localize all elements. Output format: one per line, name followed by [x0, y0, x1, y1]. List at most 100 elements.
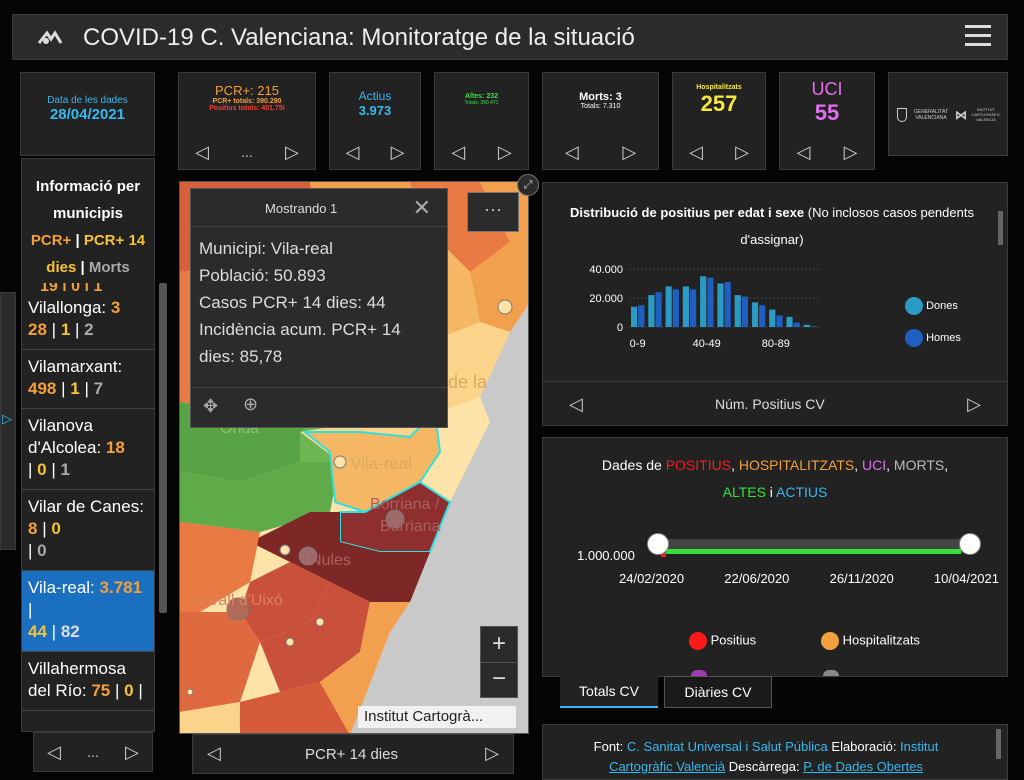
legend-swatch-uci-partial — [691, 670, 707, 676]
timeline-end-handle[interactable] — [959, 533, 981, 555]
timeline-positius: POSITIUS — [665, 457, 732, 473]
bar-homes — [810, 326, 818, 327]
morts-value: 0 — [37, 541, 47, 560]
next-arrow-icon[interactable]: ▷ — [485, 743, 499, 763]
header-morts: Morts — [88, 259, 130, 276]
footer-desc-link[interactable]: P. de Dades Obertes — [803, 759, 923, 774]
pan-to-icon[interactable]: ✥ — [203, 396, 219, 416]
list-item[interactable]: Vilanova d'Alcolea: 18 | 0 | 1 — [22, 409, 154, 490]
more-options-button[interactable]: ··· — [467, 192, 519, 232]
zoom-to-icon[interactable]: ⊕ — [243, 394, 259, 414]
next-arrow-icon[interactable]: ▷ — [285, 141, 299, 162]
app-title: COVID-19 C. Valenciana: Monitoratge de l… — [83, 24, 635, 51]
footer-font-link[interactable]: C. Sanitat Universal i Salut Pública — [626, 739, 828, 754]
morts-value: 7 — [93, 379, 104, 398]
chart-title: Distribució de positius per edat i sexe — [570, 205, 805, 220]
expand-arrow-icon[interactable]: ▷ — [2, 411, 12, 426]
timeline-start-handle[interactable] — [647, 533, 669, 555]
footer-elab-link[interactable]: Institut — [900, 739, 939, 754]
list-item[interactable]: Villahermosa del Río: 75 | 0 | — [22, 652, 154, 711]
fullscreen-icon[interactable]: ⤢ — [517, 174, 539, 196]
legend-swatch-dones — [905, 297, 923, 315]
popup-header: Mostrando 1 — [265, 201, 338, 216]
prev-arrow-icon[interactable]: ◁ — [569, 394, 583, 414]
icv-logo-icon: ⋈ — [955, 107, 967, 122]
pcr14-value: 0 — [124, 681, 134, 700]
icv-logo-icon — [37, 30, 63, 44]
bar-homes — [672, 289, 679, 327]
y-tick-label: 40.000 — [589, 264, 623, 276]
hospitalitzats-title: Hospitalitzats — [696, 84, 742, 91]
prev-arrow-icon[interactable]: ◁ — [195, 141, 209, 162]
separator: | — [28, 541, 33, 560]
next-arrow-icon[interactable]: ▷ — [125, 741, 139, 762]
list-scrollbar[interactable] — [159, 283, 167, 613]
separator: | — [84, 379, 89, 398]
tab-totals-cv[interactable]: Totals CV — [560, 676, 658, 708]
zoom-control: + − — [480, 626, 518, 698]
prev-arrow-icon[interactable]: ◁ — [564, 141, 579, 162]
municipis-list[interactable]: 19 | 0 | 1 Vilallonga: 3 28 | 1 | 2 Vila… — [22, 283, 155, 731]
chart-legend: Dones Homes — [905, 297, 961, 347]
altes-title: Altes: 232 — [464, 93, 499, 100]
prev-arrow-icon[interactable]: ◁ — [47, 741, 61, 762]
timeline-date: 26/11/2020 — [829, 571, 894, 586]
next-arrow-icon[interactable]: ▷ — [622, 141, 637, 162]
tab-diaries-cv[interactable]: Diàries CV — [664, 676, 772, 708]
next-arrow-icon[interactable]: ▷ — [967, 394, 981, 414]
side-expand-tab[interactable]: ▷ — [0, 292, 16, 550]
footer-icv-link[interactable]: Cartogràfic Valencià — [609, 759, 726, 774]
separator: | — [80, 259, 85, 276]
bar-homes — [759, 305, 766, 327]
altes-total: Totals: 390.471 — [464, 100, 499, 106]
layer-pager: ◁ PCR+ 14 dies ▷ — [192, 734, 514, 774]
app-header: COVID-19 C. Valenciana: Monitoratge de l… — [12, 14, 1008, 60]
list-item-selected[interactable]: Vila-real: 3.781 | 44 | 82 — [22, 571, 154, 652]
timeline-panel: Dades de POSITIUS, HOSPITALITZATS, UCI, … — [542, 437, 1008, 677]
legend-label-positius: Positius — [710, 632, 757, 648]
prev-arrow-icon[interactable]: ◁ — [689, 141, 703, 162]
pcr14-value: 44 — [28, 622, 47, 641]
morts-title: Morts: 3 — [579, 91, 622, 103]
close-icon[interactable]: ✕ — [412, 195, 431, 220]
next-arrow-icon[interactable]: ▷ — [843, 141, 858, 162]
hamburger-menu-icon[interactable] — [965, 25, 991, 49]
pcr-value: 498 — [28, 379, 57, 398]
sources-scrollbar[interactable] — [996, 729, 1001, 759]
municipi-name: Vilallonga: — [28, 298, 107, 317]
list-item[interactable]: Vilar de Canes: 8 | 0 | 0 — [22, 490, 154, 571]
separator: | — [75, 232, 80, 249]
chart-scrollbar[interactable] — [998, 211, 1003, 245]
pcr-value: 18 — [105, 438, 125, 457]
next-arrow-icon[interactable]: ▷ — [390, 141, 405, 162]
municipis-header-line2: municipis — [52, 205, 123, 222]
map-attribution[interactable]: Institut Cartogrà... — [358, 706, 516, 728]
bar-homes — [776, 315, 783, 327]
popup-content: Municipi: Vila-real Població: 50.893 Cas… — [191, 227, 447, 378]
bar-dones — [648, 295, 655, 327]
footer-font-label: Font: — [593, 739, 627, 754]
prev-arrow-icon[interactable]: ◁ — [796, 141, 811, 162]
bar-homes — [707, 277, 714, 327]
zoom-out-button[interactable]: − — [491, 665, 506, 692]
prev-arrow-icon[interactable]: ◁ — [451, 141, 466, 162]
pcr14-value: 0 — [51, 519, 61, 538]
timeline-morts: MORTS — [893, 457, 945, 473]
pcr14-value: 1 — [60, 320, 71, 339]
prev-arrow-icon[interactable]: ◁ — [207, 743, 221, 763]
popup-line: Casos PCR+ 14 dies: 44 — [199, 293, 386, 312]
uci-title: UCI — [811, 79, 843, 99]
pagination-ellipsis: ... — [241, 144, 253, 160]
prev-arrow-icon[interactable]: ◁ — [345, 141, 360, 162]
next-arrow-icon[interactable]: ▷ — [497, 141, 512, 162]
bar-dones — [717, 283, 724, 327]
morts-card: Morts: 3 Totals: 7.310 ◁ ▷ — [542, 72, 659, 170]
pcr-value: 3.781 — [99, 578, 143, 597]
zoom-in-button[interactable]: + — [481, 627, 517, 663]
next-arrow-icon[interactable]: ▷ — [735, 141, 749, 162]
map-label-dela: de la — [448, 372, 488, 392]
pcr-title: PCR+: 215 — [215, 83, 279, 98]
timeline-title-pre: Dades de — [601, 457, 666, 473]
list-item[interactable]: Vilallonga: 3 28 | 1 | 2 — [22, 291, 154, 350]
list-item[interactable]: Vilamarxant: 498 | 1 | 7 — [22, 350, 154, 409]
